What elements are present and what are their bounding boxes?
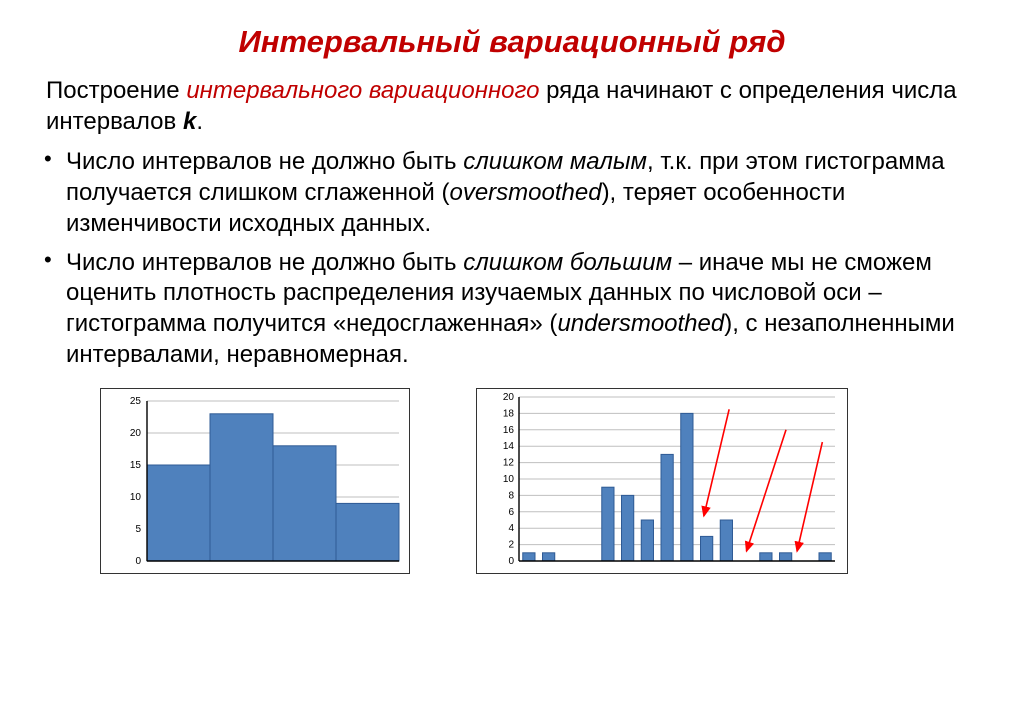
- svg-text:0: 0: [135, 556, 141, 567]
- chart-undersmoothed: 0 2 4 6 8 10 12 14 16 18 20: [476, 388, 848, 574]
- b2-p1: Число интервалов не должно быть: [66, 249, 463, 276]
- bullet-1: Число интервалов не должно быть слишком …: [38, 147, 986, 239]
- svg-text:20: 20: [130, 428, 142, 439]
- b2-em2: undersmoothed: [557, 310, 724, 337]
- svg-text:4: 4: [508, 524, 514, 535]
- charts-row: 0 5 10 15 20 25 0 2 4 6 8 10 12 14 16 18 20: [100, 388, 986, 574]
- b2-em: слишком большим: [463, 249, 672, 276]
- svg-text:6: 6: [508, 507, 514, 518]
- svg-text:15: 15: [130, 460, 142, 471]
- slide: Интервальный вариационный ряд Построение…: [0, 0, 1024, 709]
- svg-text:16: 16: [503, 425, 515, 436]
- chart-oversmoothed: 0 5 10 15 20 25: [100, 388, 410, 574]
- intro-end: .: [196, 108, 203, 135]
- intro-k: k: [183, 108, 196, 135]
- bullet-2: Число интервалов не должно быть слишком …: [38, 248, 986, 371]
- b1-p1: Число интервалов не должно быть: [66, 148, 463, 175]
- intro-prefix: Построение: [46, 77, 186, 104]
- svg-text:12: 12: [503, 458, 515, 469]
- svg-text:25: 25: [130, 396, 142, 407]
- svg-text:5: 5: [135, 524, 141, 535]
- b1-em: слишком малым: [463, 148, 647, 175]
- svg-text:18: 18: [503, 409, 515, 420]
- svg-text:10: 10: [503, 474, 515, 485]
- slide-title: Интервальный вариационный ряд: [38, 24, 986, 60]
- intro-paragraph: Построение интервального вариационного р…: [46, 76, 986, 137]
- bullet-list: Число интервалов не должно быть слишком …: [38, 147, 986, 370]
- svg-text:8: 8: [508, 491, 514, 502]
- svg-text:10: 10: [130, 492, 142, 503]
- intro-italic: интервального вариационного: [186, 77, 539, 104]
- svg-text:14: 14: [503, 442, 515, 453]
- b1-em2: oversmoothed: [449, 179, 601, 206]
- svg-text:20: 20: [503, 392, 515, 403]
- svg-text:0: 0: [508, 556, 514, 567]
- svg-text:2: 2: [508, 540, 514, 551]
